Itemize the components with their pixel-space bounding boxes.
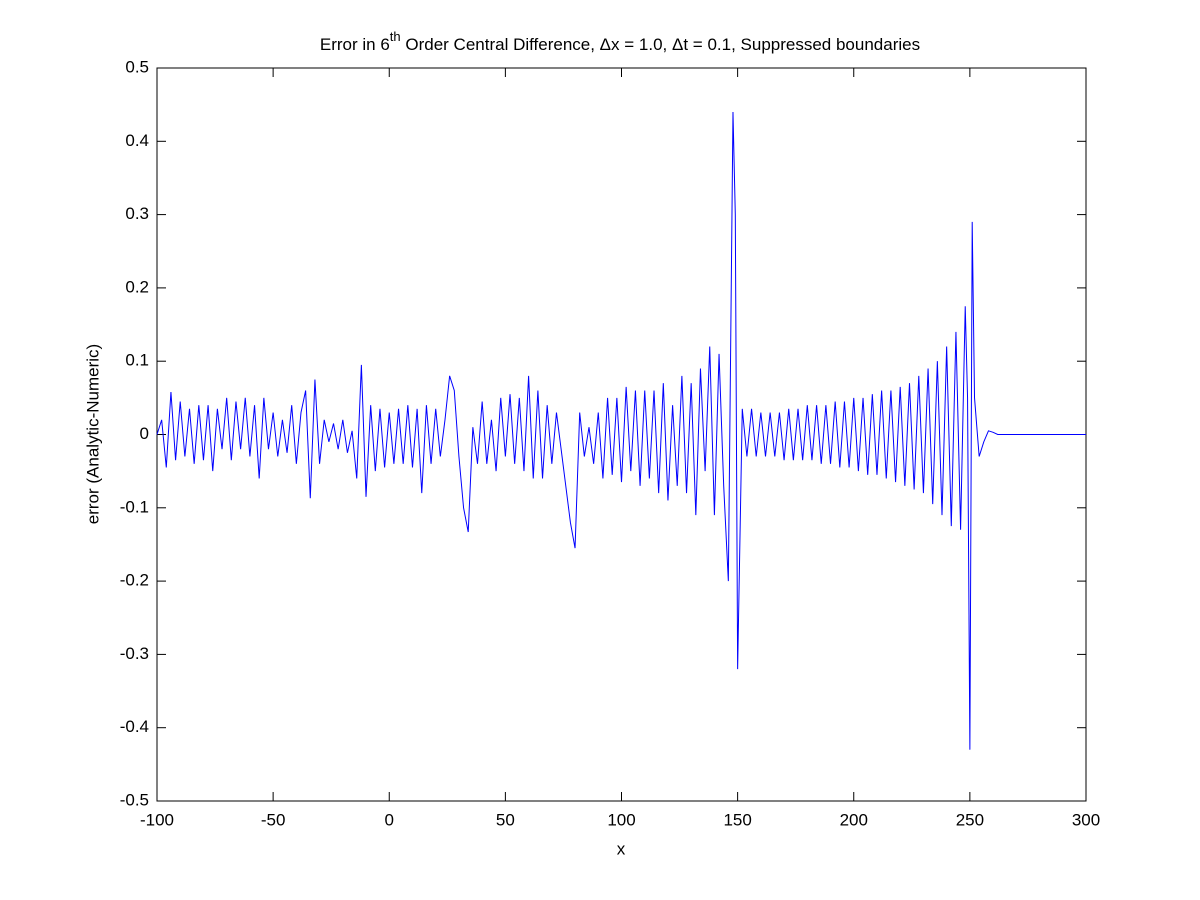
y-tick-label: 0.5 (125, 57, 149, 76)
title-part: Order Central Difference, Δx = 1.0, Δt =… (401, 35, 920, 54)
y-tick-label: 0.3 (125, 204, 149, 223)
y-tick-label: 0.1 (125, 351, 149, 370)
x-tick-label: -50 (261, 810, 286, 829)
y-tick-label: -0.3 (120, 644, 149, 663)
title-part: Error in 6 (320, 35, 390, 54)
x-tick-label: 250 (956, 810, 984, 829)
x-tick-label: 150 (723, 810, 751, 829)
y-tick-label: -0.1 (120, 497, 149, 516)
title-superscript: th (390, 29, 401, 44)
x-tick-label: 0 (385, 810, 394, 829)
y-tick-label: 0.4 (125, 131, 149, 150)
data-line (156, 111, 1086, 750)
y-tick-label: 0.2 (125, 277, 149, 296)
x-tick-label: 200 (840, 810, 868, 829)
chart-title: Error in 6th Order Central Difference, Δ… (320, 29, 920, 54)
y-tick-label: 0 (140, 424, 149, 443)
plot-box (156, 67, 1087, 802)
x-tick-label: 50 (496, 810, 515, 829)
x-axis-label: x (617, 839, 626, 858)
y-axis-label: error (Analytic-Numeric) (83, 344, 102, 524)
y-tick-label: -0.2 (120, 571, 149, 590)
y-tick-label: -0.5 (120, 790, 149, 809)
y-tick-label: -0.4 (120, 717, 149, 736)
x-tick-label: 300 (1072, 810, 1100, 829)
x-tick-label: 100 (607, 810, 635, 829)
x-tick-label: -100 (140, 810, 174, 829)
